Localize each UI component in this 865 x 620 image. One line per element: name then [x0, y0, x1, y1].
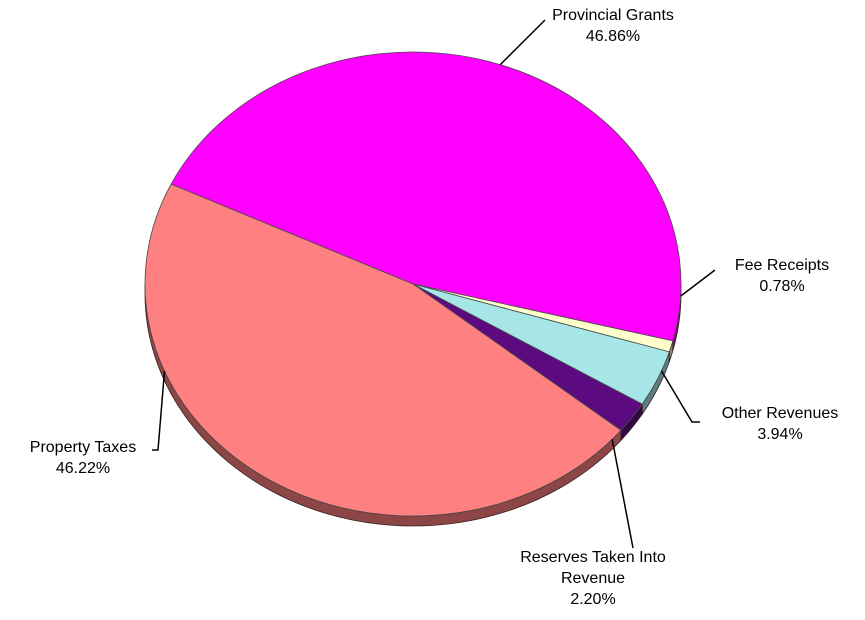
- slice-value-4: 46.22%: [56, 460, 110, 477]
- leader-line-4: [152, 370, 166, 451]
- pie-slices-layer: [144, 51, 682, 517]
- slice-value-0: 46.86%: [586, 28, 640, 45]
- slice-label-0: Provincial Grants: [552, 7, 674, 24]
- leader-line-1: [680, 269, 716, 297]
- pie-slice-0: [170, 51, 682, 342]
- leader-line-2: [660, 370, 700, 423]
- slice-value-3: 2.20%: [570, 591, 615, 608]
- slice-label-3: Revenue: [561, 570, 625, 587]
- slice-label-4: Property Taxes: [30, 439, 136, 456]
- slice-label-3: Reserves Taken Into: [520, 549, 666, 566]
- slice-labels-layer: Provincial Grants 46.86% Fee Receipts 0.78%…: [30, 7, 838, 608]
- leader-line-0: [499, 19, 546, 66]
- slice-label-1: Fee Receipts: [735, 257, 829, 274]
- slice-value-1: 0.78%: [759, 278, 804, 295]
- pie-slice-4: [144, 183, 622, 517]
- slice-label-2: Other Revenues: [722, 405, 839, 422]
- leader-line-3: [611, 439, 634, 549]
- slice-value-2: 3.94%: [757, 426, 802, 443]
- leader-lines-layer: [152, 19, 716, 549]
